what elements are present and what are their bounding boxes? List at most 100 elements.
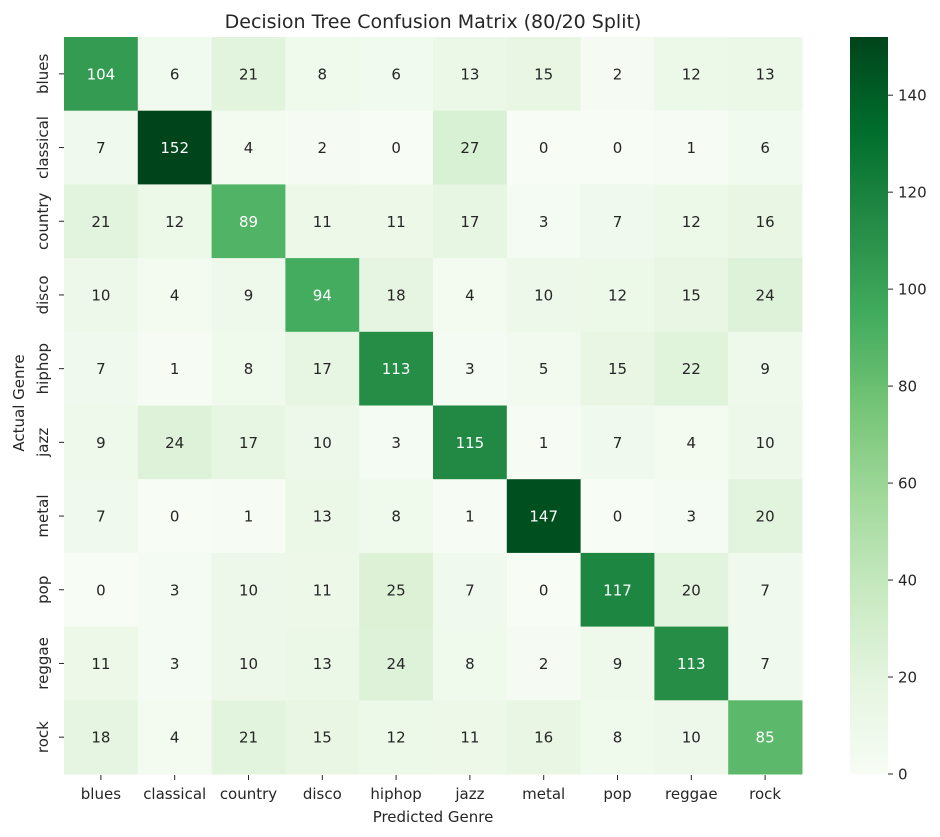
heatmap-cell <box>137 331 213 406</box>
cell-value-label: 7 <box>613 213 623 231</box>
heatmap-cells <box>64 37 803 775</box>
heatmap-cell <box>654 479 729 554</box>
cell-value-label: 0 <box>391 139 401 157</box>
cell-value-label: 11 <box>313 581 332 599</box>
y-tick-label: rock <box>34 721 52 753</box>
heatmap-cell <box>285 552 360 628</box>
heatmap-cell <box>359 110 434 185</box>
y-tick-label: metal <box>34 495 52 538</box>
heatmap-cell <box>654 110 729 185</box>
heatmap-cell <box>64 700 139 775</box>
heatmap-cell <box>433 479 508 554</box>
x-tick-label: disco <box>303 785 342 803</box>
heatmap-cell <box>285 626 360 701</box>
heatmap-cell <box>506 37 582 112</box>
cell-value-label: 16 <box>756 213 775 231</box>
heatmap-cell <box>506 184 582 259</box>
cell-value-label: 12 <box>165 213 184 231</box>
cell-value-label: 13 <box>756 65 775 83</box>
cell-value-label: 9 <box>96 434 106 452</box>
y-tick-label: classical <box>34 116 52 179</box>
heatmap-cell <box>137 626 213 701</box>
heatmap-cell <box>64 405 139 480</box>
heatmap-cell <box>506 700 582 775</box>
cell-value-label: 18 <box>387 286 406 304</box>
heatmap-cell <box>728 626 803 701</box>
heatmap-cell <box>137 184 213 259</box>
cell-value-label: 2 <box>318 139 328 157</box>
cell-value-label: 104 <box>87 65 116 83</box>
heatmap-cell <box>728 405 803 480</box>
cell-value-label: 11 <box>91 655 110 673</box>
heatmap-cell <box>506 110 582 185</box>
heatmap-cell <box>359 331 434 406</box>
cell-value-label: 7 <box>613 434 623 452</box>
heatmap-cell <box>433 405 508 480</box>
colorbar-tick-label: 40 <box>898 572 917 590</box>
heatmap-cell <box>580 37 655 112</box>
cell-value-label: 15 <box>313 729 332 747</box>
heatmap-cell <box>285 184 360 259</box>
cell-value-label: 85 <box>756 729 775 747</box>
y-axis-label: Actual Genre <box>10 354 28 451</box>
cell-value-label: 7 <box>96 139 106 157</box>
heatmap-cell <box>211 37 286 112</box>
heatmap-cell <box>728 258 803 333</box>
cell-value-label: 24 <box>756 286 775 304</box>
cell-value-label: 10 <box>313 434 332 452</box>
cell-value-label: 1 <box>244 508 254 526</box>
cell-value-label: 8 <box>318 65 328 83</box>
heatmap-cell <box>506 405 582 480</box>
x-tick-label: rock <box>749 785 781 803</box>
cell-value-label: 1 <box>539 434 549 452</box>
heatmap-cell <box>359 405 434 480</box>
heatmap-cell <box>285 405 360 480</box>
heatmap-cell <box>211 184 286 259</box>
cell-value-label: 6 <box>170 65 180 83</box>
cell-value-label: 10 <box>534 286 553 304</box>
cell-value-label: 7 <box>760 581 770 599</box>
heatmap-cell <box>580 331 655 406</box>
cell-value-label: 4 <box>687 434 697 452</box>
cell-value-label: 4 <box>465 286 475 304</box>
cell-value-label: 15 <box>534 65 553 83</box>
heatmap-cell <box>728 110 803 185</box>
cell-value-label: 18 <box>91 729 110 747</box>
x-tick-label: hiphop <box>370 785 421 803</box>
cell-value-label: 3 <box>465 360 475 378</box>
heatmap-cell <box>728 331 803 406</box>
heatmap-cell <box>506 258 582 333</box>
heatmap-cell <box>359 552 434 628</box>
cell-value-label: 1 <box>170 360 180 378</box>
heatmap-cell <box>64 258 139 333</box>
heatmap-cell <box>433 626 508 701</box>
heatmap-cell <box>580 700 655 775</box>
cell-value-label: 9 <box>613 655 623 673</box>
cell-value-label: 0 <box>613 508 623 526</box>
cell-value-label: 15 <box>608 360 627 378</box>
x-tick-label: reggae <box>665 785 718 803</box>
cell-value-label: 8 <box>465 655 475 673</box>
y-tick-label: country <box>34 192 52 249</box>
heatmap-cell <box>137 479 213 554</box>
x-tick-label: classical <box>143 785 206 803</box>
cell-value-label: 11 <box>387 213 406 231</box>
cell-value-label: 3 <box>170 581 180 599</box>
heatmap-cell <box>506 626 582 701</box>
cell-value-label: 11 <box>460 729 479 747</box>
cell-value-label: 147 <box>529 508 558 526</box>
x-tick-label: country <box>220 785 277 803</box>
cell-value-label: 4 <box>244 139 254 157</box>
cell-value-label: 20 <box>682 581 701 599</box>
heatmap-cell <box>728 552 803 628</box>
cell-value-label: 10 <box>682 729 701 747</box>
heatmap-cell <box>359 479 434 554</box>
cell-value-label: 0 <box>170 508 180 526</box>
heatmap-cell <box>137 258 213 333</box>
heatmap-cell <box>137 700 213 775</box>
heatmap-cell <box>433 700 508 775</box>
heatmap-cell <box>211 405 286 480</box>
cell-value-label: 113 <box>382 360 411 378</box>
cell-value-label: 117 <box>603 581 632 599</box>
heatmap-cell <box>359 258 434 333</box>
